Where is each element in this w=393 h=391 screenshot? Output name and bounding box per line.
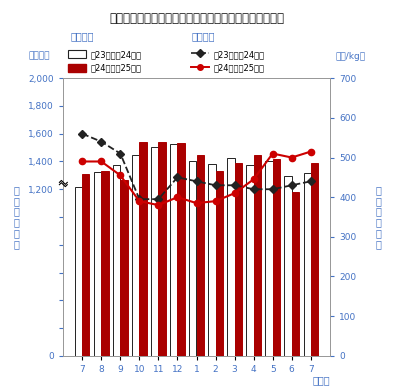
Bar [170, 144, 178, 356]
Bar [158, 142, 166, 356]
Bar [113, 165, 120, 356]
Bar [311, 163, 318, 356]
Bar [189, 161, 196, 356]
Text: （
卸
売
価
格
）: （ 卸 売 価 格 ） [375, 185, 381, 249]
Bar [285, 176, 292, 356]
Bar [132, 155, 140, 356]
X-axis label: （月）: （月） [312, 375, 330, 385]
Bar [235, 163, 242, 356]
Text: 図１　豚と畜頭数及び卸売価格（省令）の推移（全国）: 図１ 豚と畜頭数及び卸売価格（省令）の推移（全国） [109, 12, 284, 25]
Bar [208, 164, 215, 356]
Bar [140, 142, 147, 356]
Bar [178, 143, 185, 356]
Text: 卸売価格: 卸売価格 [191, 31, 215, 41]
Bar [75, 187, 82, 356]
Bar [227, 158, 235, 356]
Text: （
と
畜
頭
数
）: （ と 畜 頭 数 ） [13, 185, 19, 249]
Legend: 平23．７～24．７, 平24．７～25．７: 平23．７～24．７, 平24．７～25．７ [190, 49, 265, 73]
Bar [265, 161, 273, 356]
Bar [82, 174, 90, 356]
Text: （千頭）: （千頭） [28, 52, 50, 61]
Bar [215, 171, 223, 356]
Bar [196, 154, 204, 356]
Bar [273, 159, 280, 356]
Bar [303, 173, 311, 356]
Bar [246, 165, 253, 356]
Bar [292, 192, 299, 356]
Bar [151, 147, 158, 356]
Bar [101, 170, 108, 356]
Bar [120, 179, 128, 356]
Text: と畜頭数: と畜頭数 [71, 31, 94, 41]
Bar [253, 154, 261, 356]
Text: （円/kg）: （円/kg） [336, 52, 365, 61]
Bar [94, 172, 101, 356]
